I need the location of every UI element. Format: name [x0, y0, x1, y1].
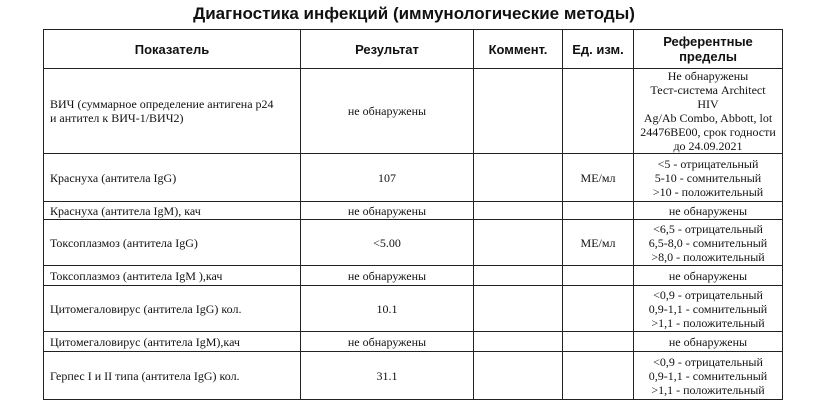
table-row: Токсоплазмоз (антитела IgM ),кач не обнар…	[43, 265, 783, 286]
unit-cell	[562, 201, 634, 220]
reference-cell: <5 - отрицательный 5-10 - сомнительный >…	[633, 153, 783, 202]
header-comment: Коммент.	[473, 29, 563, 69]
table-row: Цитомегаловирус (антитела IgM),кач не обн…	[43, 331, 783, 352]
indicator-cell: Цитомегаловирус (антитела IgM),кач	[43, 331, 301, 352]
unit-cell	[562, 285, 634, 332]
header-reference: Референтные пределы	[633, 29, 783, 69]
result-cell: 107	[300, 153, 474, 202]
result-cell: 31.1	[300, 351, 474, 400]
indicator-cell: Токсоплазмоз (антитела IgM ),кач	[43, 265, 301, 286]
unit-cell	[562, 351, 634, 400]
result-cell: не обнаружены	[300, 68, 474, 154]
result-cell: <5.00	[300, 219, 474, 266]
reference-cell: <0,9 - отрицательный 0,9-1,1 - сомнитель…	[633, 285, 783, 332]
comment-cell	[473, 351, 563, 400]
indicator-cell: Герпес I и II типа (антитела IgG) кол.	[43, 351, 301, 400]
table-row: Краснуха (антитела IgM), кач не обнаружен…	[43, 201, 783, 220]
comment-cell	[473, 331, 563, 352]
header-indicator: Показатель	[43, 29, 301, 69]
table-row: ВИЧ (суммарное определение антигена р24 …	[43, 68, 783, 154]
document-title: Диагностика инфекций (иммунологические м…	[193, 4, 635, 23]
indicator-cell: Краснуха (антитела IgM), кач	[43, 201, 301, 220]
comment-cell	[473, 201, 563, 220]
table-row: Краснуха (антитела IgG) 107 МЕ/мл <5 - отри…	[43, 153, 783, 202]
result-cell: 10.1	[300, 285, 474, 332]
table-row: Герпес I и II типа (антитела IgG) кол. 31…	[43, 351, 783, 400]
unit-cell	[562, 68, 634, 154]
reference-cell: <0,9 - отрицательный 0,9-1,1 - сомнитель…	[633, 351, 783, 400]
reference-cell: не обнаружены	[633, 201, 783, 220]
unit-cell	[562, 331, 634, 352]
header-result: Результат	[300, 29, 474, 69]
indicator-cell: Краснуха (антитела IgG)	[43, 153, 301, 202]
unit-cell: МЕ/мл	[562, 153, 634, 202]
result-cell: не обнаружены	[300, 201, 474, 220]
unit-cell: МЕ/мл	[562, 219, 634, 266]
comment-cell	[473, 219, 563, 266]
comment-cell	[473, 68, 563, 154]
result-cell: не обнаружены	[300, 265, 474, 286]
reference-cell: не обнаружены	[633, 265, 783, 286]
reference-cell: не обнаружены	[633, 331, 783, 352]
indicator-cell: Цитомегаловирус (антитела IgG) кол.	[43, 285, 301, 332]
table-row: Токсоплазмоз (антитела IgG) <5.00 МЕ/мл <6,…	[43, 219, 783, 266]
header-unit: Ед. изм.	[562, 29, 634, 69]
indicator-cell: ВИЧ (суммарное определение антигена р24 …	[43, 68, 301, 154]
results-table: Показатель Результат Коммент. Ед. изм. Р…	[43, 29, 783, 400]
comment-cell	[473, 265, 563, 286]
reference-cell: Не обнаружены Тест-система Architect HIV…	[633, 68, 783, 154]
indicator-cell: Токсоплазмоз (антитела IgG)	[43, 219, 301, 266]
header-row: Показатель Результат Коммент. Ед. изм. Р…	[43, 29, 783, 69]
comment-cell	[473, 153, 563, 202]
reference-cell: <6,5 - отрицательный 6,5-8,0 - сомнитель…	[633, 219, 783, 266]
table-row: Цитомегаловирус (антитела IgG) кол. 10.1 <…	[43, 285, 783, 332]
result-cell: не обнаружены	[300, 331, 474, 352]
comment-cell	[473, 285, 563, 332]
unit-cell	[562, 265, 634, 286]
